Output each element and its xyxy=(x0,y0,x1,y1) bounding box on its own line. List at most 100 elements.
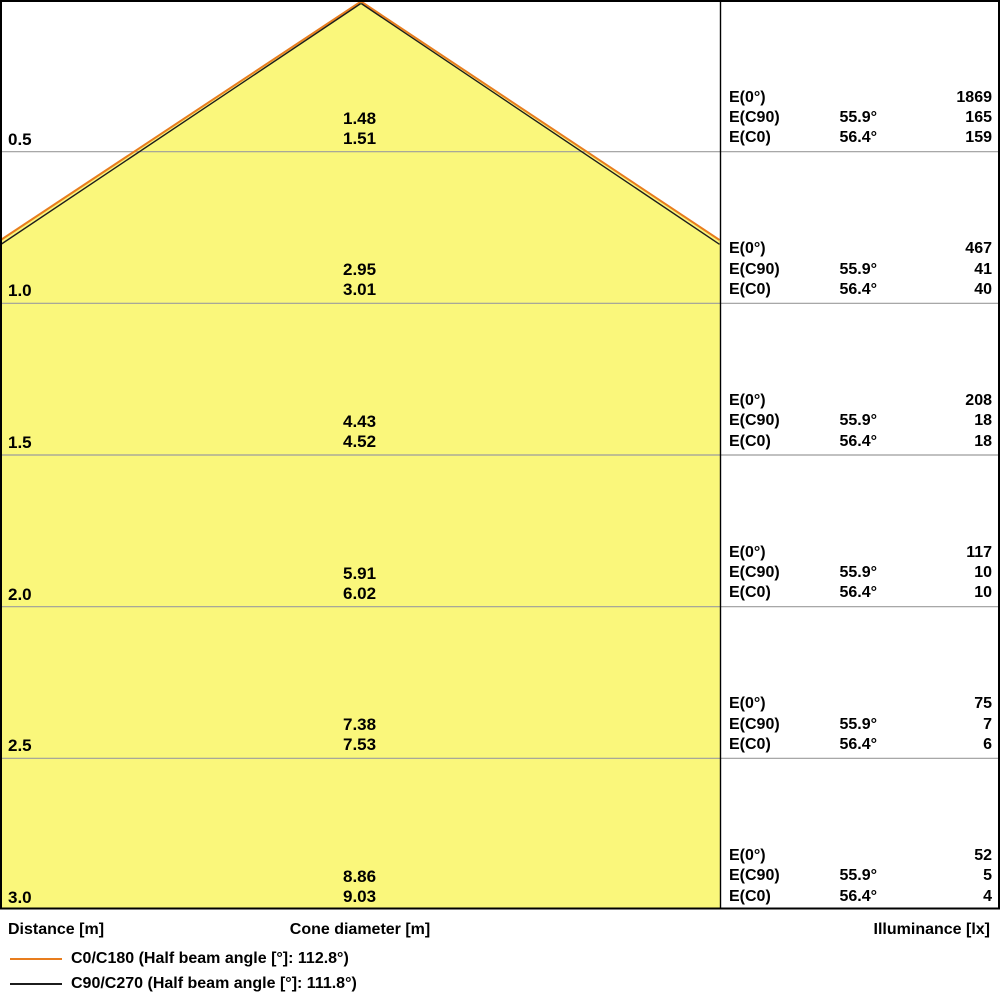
distance-label-2-5: 2.5 xyxy=(8,736,32,756)
cone-diameter-c0: 9.03 xyxy=(343,887,377,906)
ec90-angle: 55.9° xyxy=(839,564,877,582)
distance-label-3-0: 3.0 xyxy=(8,888,32,907)
c0-beam-edge-left xyxy=(0,0,362,242)
ec0-value: 40 xyxy=(974,281,992,299)
ec90-angle: 55.9° xyxy=(839,867,877,885)
ec90-label: E(C90) xyxy=(729,109,780,127)
e0-label: E(0°) xyxy=(729,695,766,713)
illuminance-table-row-1-0: E(0°) 467 E(C90) 55.9° 41 E(C0) 56.4° 40 xyxy=(721,152,992,304)
e0-label: E(0°) xyxy=(729,392,766,410)
c90-beam-edge-left xyxy=(0,2,362,246)
e0-label: E(0°) xyxy=(729,240,766,258)
ec0-value: 159 xyxy=(965,129,992,147)
e0-value: 52 xyxy=(974,847,992,865)
illuminance-entry: E(C0) 56.4° 159 xyxy=(721,128,992,148)
ec90-label: E(C90) xyxy=(729,867,780,885)
illuminance-entry: E(C90) 55.9° 10 xyxy=(721,563,992,583)
ec0-value: 10 xyxy=(974,584,992,602)
cone-diameter-c0: 6.02 xyxy=(343,583,377,603)
cone-chart-canvas xyxy=(0,0,1000,910)
cone-diameter-c90: 1.48 xyxy=(343,109,377,128)
cone-diameter-values-1-0: 2.95 3.01 xyxy=(343,260,376,300)
illuminance-entry: E(C0) 56.4° 4 xyxy=(721,887,992,907)
e0-label: E(0°) xyxy=(729,88,766,106)
distance-label-2-0: 2.0 xyxy=(8,584,32,604)
ec0-angle: 56.4° xyxy=(839,432,877,450)
ec90-value: 165 xyxy=(965,109,992,127)
c90-line-swatch xyxy=(10,982,62,985)
e0-value: 467 xyxy=(965,240,992,258)
cone-diameter-values-3-0: 8.86 9.03 xyxy=(343,867,376,907)
illuminance-axis-label: Illuminance [lx] xyxy=(873,921,990,938)
ec0-value: 4 xyxy=(983,887,992,905)
ec0-label: E(C0) xyxy=(729,887,771,905)
c90-beam-edge-right xyxy=(360,2,720,245)
illuminance-entry: E(C0) 56.4° 10 xyxy=(721,583,992,603)
illuminance-entry: E(0°) 1869 xyxy=(721,88,992,108)
e0-angle xyxy=(829,239,877,259)
illuminance-entry: E(C90) 55.9° 5 xyxy=(721,866,992,886)
legend-label-c0-c180: C0/C180 (Half beam angle [°]: 112.8°) xyxy=(71,949,349,967)
illuminance-entry: E(0°) 52 xyxy=(721,846,992,866)
ec90-label: E(C90) xyxy=(729,412,780,430)
e0-value: 117 xyxy=(966,543,992,561)
illuminance-entry: E(0°) 208 xyxy=(721,391,992,411)
ec90-angle: 55.9° xyxy=(839,715,877,733)
cone-diameter-c0: 1.51 xyxy=(343,129,377,148)
cone-diameter-values-1-5: 4.43 4.52 xyxy=(343,412,376,452)
ec0-angle: 56.4° xyxy=(839,584,877,602)
illuminance-table-row-1-5: E(0°) 208 E(C90) 55.9° 18 E(C0) 56.4° 18 xyxy=(721,303,992,455)
illuminance-entry: E(C0) 56.4° 6 xyxy=(721,735,992,755)
cone-diameter-c90: 8.86 xyxy=(343,867,377,886)
ec90-label: E(C90) xyxy=(729,260,780,278)
ec0-label: E(C0) xyxy=(729,584,771,602)
distance-label-0-5: 0.5 xyxy=(8,130,32,149)
distance-axis-label: Distance [m] xyxy=(8,921,105,938)
ec90-value: 41 xyxy=(974,260,992,278)
chart-border xyxy=(0,0,1000,910)
e0-value: 1869 xyxy=(956,88,992,106)
illuminance-entry: E(C0) 56.4° 18 xyxy=(721,432,992,452)
ec90-angle: 55.9° xyxy=(839,260,877,278)
illuminance-entry: E(0°) 467 xyxy=(721,239,992,259)
illuminance-table-row-2-0: E(0°) 117 E(C90) 55.9° 10 E(C0) 56.4° 10 xyxy=(721,455,992,607)
ec90-angle: 55.9° xyxy=(839,412,877,430)
ec0-value: 18 xyxy=(974,432,992,450)
illuminance-table-row-0-5: E(0°) 1869 E(C90) 55.9° 165 E(C0) 56.4° … xyxy=(721,0,992,152)
ec0-label: E(C0) xyxy=(729,281,771,299)
c0-line-swatch xyxy=(10,957,62,960)
cone-diameter-c90: 5.91 xyxy=(343,563,377,583)
ec90-value: 7 xyxy=(983,715,992,733)
illuminance-entry: E(C90) 55.9° 41 xyxy=(721,260,992,280)
cone-diameter-values-2-0: 5.91 6.02 xyxy=(343,564,376,604)
distance-label-1-0: 1.0 xyxy=(8,281,32,301)
ec0-angle: 56.4° xyxy=(839,736,877,754)
c0-beam-edge-right xyxy=(360,0,721,241)
cone-diameter-c90: 4.43 xyxy=(343,412,377,431)
illuminance-table-row-2-5: E(0°) 75 E(C90) 55.9° 7 E(C0) 56.4° 6 xyxy=(721,607,992,759)
ec90-label: E(C90) xyxy=(729,564,780,582)
cone-diameter-c0: 3.01 xyxy=(343,280,377,300)
ec90-label: E(C90) xyxy=(729,715,780,733)
ec0-angle: 56.4° xyxy=(839,129,877,147)
cone-diameter-values-2-5: 7.38 7.53 xyxy=(343,715,376,755)
e0-angle xyxy=(829,846,877,866)
illuminance-entry: E(C90) 55.9° 18 xyxy=(721,411,992,431)
illuminance-table-row-3-0: E(0°) 52 E(C90) 55.9° 5 E(C0) 56.4° 4 xyxy=(721,758,992,910)
ec90-value: 5 xyxy=(983,867,992,885)
cone-diameter-c90: 7.38 xyxy=(343,715,377,735)
ec0-value: 6 xyxy=(983,736,992,754)
e0-angle xyxy=(829,88,877,108)
distance-label-1-5: 1.5 xyxy=(8,433,32,452)
ec90-angle: 55.9° xyxy=(839,109,877,127)
cone-diameter-c0: 4.52 xyxy=(343,432,377,451)
e0-angle xyxy=(829,543,877,563)
legend-item-c0-c180: C0/C180 (Half beam angle [°]: 112.8°) xyxy=(10,946,357,971)
ec0-label: E(C0) xyxy=(729,736,771,754)
ec90-value: 18 xyxy=(974,412,992,430)
ec0-label: E(C0) xyxy=(729,432,771,450)
e0-label: E(0°) xyxy=(729,847,766,865)
illuminance-entry: E(0°) 75 xyxy=(721,694,992,714)
e0-value: 208 xyxy=(965,392,992,410)
